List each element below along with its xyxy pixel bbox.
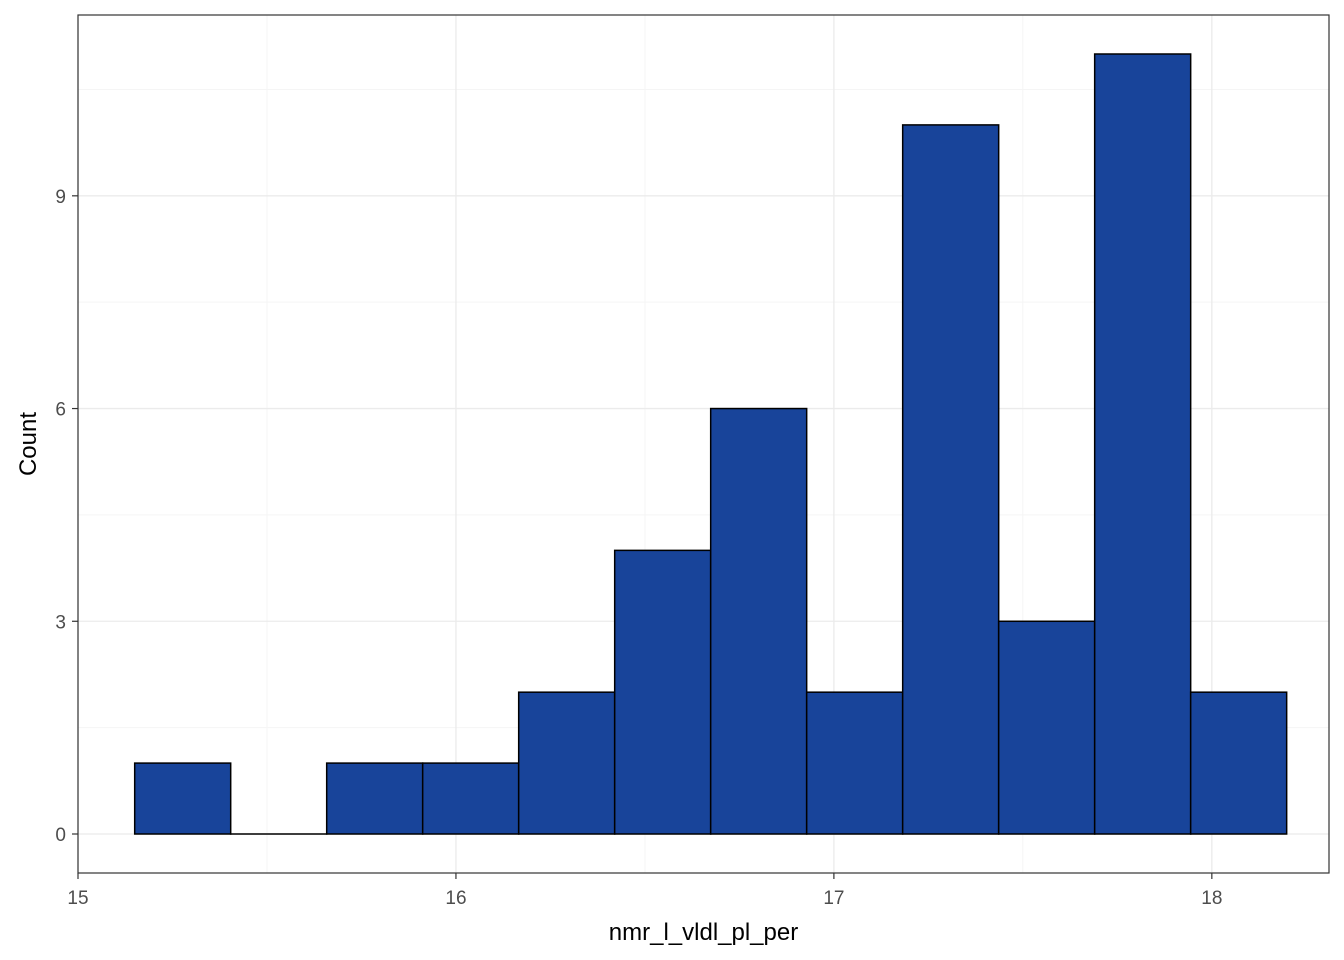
x-axis: 15 16 17 18 (67, 873, 1222, 909)
histogram-bar (613, 549, 712, 835)
histogram-bar (1189, 691, 1288, 835)
y-tick-label: 6 (55, 400, 66, 421)
x-tick-label: 18 (1201, 888, 1222, 909)
histogram-bars (133, 53, 1288, 835)
y-tick-label: 3 (55, 612, 66, 633)
x-axis-title: nmr_l_vldl_pl_per (609, 919, 798, 946)
y-axis: 0 3 6 9 (55, 187, 78, 846)
histogram-bar (325, 762, 424, 835)
x-tick-label: 15 (67, 888, 88, 909)
histogram-bar (901, 124, 1000, 835)
histogram-bar (997, 620, 1096, 835)
histogram-bar (1093, 53, 1192, 835)
minor-gridlines (78, 15, 1329, 873)
y-axis-title: Count (15, 412, 42, 476)
y-tick-label: 9 (55, 187, 66, 208)
histogram-bar (805, 691, 904, 835)
histogram-bar (133, 762, 232, 835)
x-tick-label: 17 (823, 888, 844, 909)
y-tick-label: 0 (55, 825, 66, 846)
histogram-bar (709, 407, 808, 835)
x-tick-label: 16 (445, 888, 466, 909)
histogram-bar (421, 762, 520, 835)
histogram-bar (517, 691, 616, 835)
panel-border (77, 14, 1330, 874)
